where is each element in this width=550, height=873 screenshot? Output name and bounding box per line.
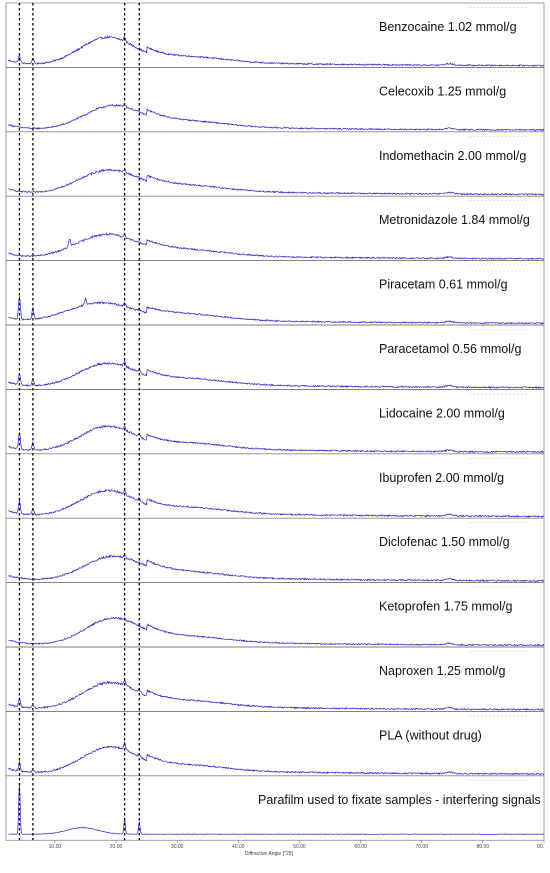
panel-12: PLA (without drug) <box>5 711 545 777</box>
panel-frame <box>5 775 545 841</box>
panel-10: Ketoprofen 1.75 mmol/g <box>5 582 545 648</box>
panel-frame <box>5 260 545 326</box>
x-tick-label: 70.00 <box>415 844 428 850</box>
diffraction-pattern-line <box>8 168 545 196</box>
x-tick-label: 20.00 <box>110 844 123 850</box>
panels-group: Benzocaine 1.02 mmol/g Celecoxib 1.25 mmo… <box>5 2 545 841</box>
panel-frame <box>5 453 545 519</box>
x-tick-label: 30.00 <box>171 844 184 850</box>
x-tick-label: 80.00 <box>477 844 490 850</box>
panel-frame <box>5 711 545 777</box>
panel-8: Ibuprofen 2.00 mmol/g <box>5 453 545 519</box>
panel-label: Lidocaine 2.00 mmol/g <box>379 406 505 420</box>
diffraction-pattern-line <box>8 616 545 647</box>
panel-frame <box>5 67 545 133</box>
panel-frame <box>5 2 545 68</box>
x-axis: 10.00 20.00 30.00 40.00 50.00 60.00 70.00 80.00… <box>49 840 545 857</box>
diffraction-pattern-line <box>8 783 544 835</box>
panel-4: Metronidazole 1.84 mmol/g <box>5 195 545 261</box>
panel-frame <box>5 195 545 261</box>
panel-frame <box>5 324 545 390</box>
x-tick-label: 50.00 <box>293 844 306 850</box>
panel-13: Parafilm used to fixate samples - interf… <box>5 775 545 841</box>
diffraction-pattern-line <box>8 360 545 390</box>
diffraction-pattern-line <box>8 296 544 325</box>
x-tick-label: 60.00 <box>354 844 367 850</box>
x-tick-label: 90. <box>537 844 544 850</box>
panel-label: Indomethacin 2.00 mmol/g <box>379 149 526 163</box>
x-tick-label: 40.00 <box>232 844 245 850</box>
panel-frame <box>5 646 545 712</box>
panel-label: Parafilm used to fixate samples - interf… <box>258 793 541 807</box>
panel-2: Celecoxib 1.25 mmol/g <box>5 67 545 133</box>
panel-frame <box>5 131 545 197</box>
panel-6: Paracetamol 0.56 mmol/g <box>5 324 545 390</box>
diffraction-pattern-line <box>8 424 545 454</box>
panel-label: Piracetam 0.61 mmol/g <box>379 278 508 292</box>
panel-frame <box>5 582 545 648</box>
panel-frame <box>5 389 545 455</box>
x-tick-label: 10.00 <box>49 844 62 850</box>
panel-11: Naproxen 1.25 mmol/g <box>5 646 545 712</box>
panel-label: Diclofenac 1.50 mmol/g <box>379 535 510 549</box>
panel-label: Metronidazole 1.84 mmol/g <box>379 213 530 227</box>
diffraction-pattern-line <box>8 103 545 132</box>
panel-label: Ketoprofen 1.75 mmol/g <box>379 600 512 614</box>
diffraction-pattern-line <box>8 554 545 583</box>
diffraction-pattern-line <box>8 679 544 712</box>
panel-1: Benzocaine 1.02 mmol/g <box>5 2 545 68</box>
panel-frame <box>5 517 545 583</box>
x-axis-label: Diffraction Angle [°2θ] <box>245 851 294 857</box>
panel-label: PLA (without drug) <box>379 728 482 742</box>
panel-5: Piracetam 0.61 mmol/g <box>5 260 545 326</box>
diffraction-pattern-line <box>8 740 545 776</box>
panel-label: Benzocaine 1.02 mmol/g <box>379 20 517 34</box>
panel-label: Naproxen 1.25 mmol/g <box>379 664 506 678</box>
panel-label: Paracetamol 0.56 mmol/g <box>379 342 521 356</box>
diffraction-pattern-line <box>8 488 544 518</box>
panel-label: Ibuprofen 2.00 mmol/g <box>379 471 504 485</box>
panel-3: Indomethacin 2.00 mmol/g <box>5 131 545 197</box>
diffraction-pattern-line <box>8 35 545 68</box>
panel-9: Diclofenac 1.50 mmol/g <box>5 517 545 583</box>
panel-label: Celecoxib 1.25 mmol/g <box>379 84 506 98</box>
diffraction-pattern-line <box>8 232 545 261</box>
panel-7: Lidocaine 2.00 mmol/g <box>5 389 545 455</box>
